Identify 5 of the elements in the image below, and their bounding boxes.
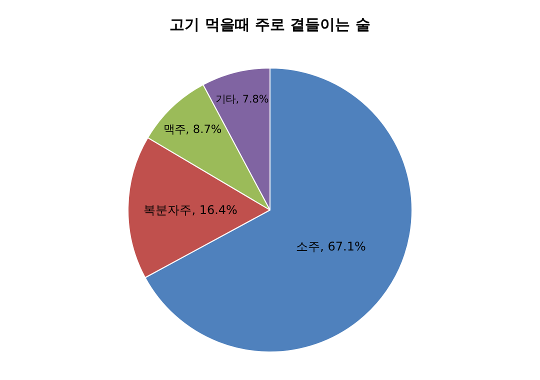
chart-title: 고기 먹을때 주로 곁들이는 술 [170,16,370,34]
slice-label: 맥주, 8.7% [164,122,222,136]
slice-label: 기타, 7.8% [216,94,269,106]
slice-label: 소주, 67.1% [296,239,366,254]
slice-label: 복분자주, 16.4% [144,203,238,217]
